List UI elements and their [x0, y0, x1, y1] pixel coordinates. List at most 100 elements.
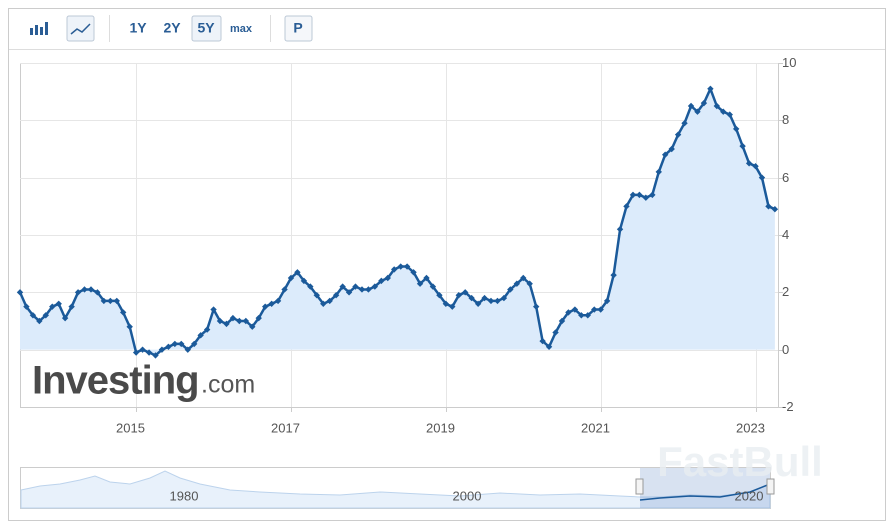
point — [494, 297, 501, 305]
point — [661, 151, 669, 158]
point — [81, 286, 88, 293]
x-tick-label: 2023 — [736, 420, 765, 435]
point — [771, 206, 779, 213]
point — [255, 314, 262, 322]
point — [55, 300, 62, 307]
point — [326, 297, 333, 305]
point — [532, 303, 540, 310]
y-tick-label: 8 — [782, 112, 789, 127]
line-chart-button[interactable] — [66, 15, 95, 42]
point — [752, 163, 759, 170]
point — [132, 349, 140, 356]
point — [526, 280, 533, 287]
bar-chart-icon[interactable] — [30, 22, 48, 35]
point — [320, 300, 327, 307]
point — [49, 303, 56, 310]
range-button[interactable]: 2Y — [163, 20, 181, 36]
point — [345, 289, 353, 296]
point — [152, 352, 159, 359]
point — [468, 294, 475, 302]
y-tick-label: 6 — [782, 170, 789, 185]
point — [707, 85, 714, 92]
point — [403, 263, 411, 270]
point — [545, 343, 553, 350]
point — [558, 317, 566, 325]
navigator-window-series — [639, 483, 771, 501]
point — [68, 303, 75, 310]
navigator-handle[interactable] — [635, 478, 644, 495]
selected-range-box — [191, 15, 222, 42]
point — [384, 274, 391, 282]
point — [281, 286, 288, 293]
x-tick-label: 2019 — [426, 420, 455, 435]
point — [229, 314, 237, 322]
point — [687, 102, 695, 110]
range-button[interactable]: 5Y — [197, 20, 215, 36]
point — [223, 320, 230, 328]
point — [565, 309, 572, 316]
point — [423, 274, 430, 282]
navigator-handle[interactable] — [766, 478, 775, 495]
point — [436, 292, 443, 299]
point — [720, 108, 727, 115]
navigator-window[interactable] — [640, 468, 770, 508]
x-tick-label: 2021 — [581, 420, 610, 435]
point — [732, 125, 740, 133]
y-tick-label: 4 — [782, 227, 789, 242]
point — [107, 297, 114, 305]
point — [449, 303, 456, 310]
point — [636, 191, 643, 199]
range-button[interactable]: max — [230, 23, 253, 35]
point — [203, 326, 211, 333]
point — [474, 300, 482, 307]
print-button[interactable]: P — [293, 20, 302, 36]
point — [597, 306, 604, 313]
point — [584, 312, 591, 319]
point — [100, 297, 108, 305]
point — [616, 226, 624, 233]
point — [294, 269, 301, 276]
point — [358, 286, 366, 293]
point — [487, 297, 495, 305]
point — [61, 314, 69, 322]
plot: 10 8 6 4 2 0 -2 2015 2017 2019 2021 2023 — [16, 55, 796, 435]
point — [87, 286, 95, 293]
point — [236, 317, 243, 325]
point — [191, 340, 198, 348]
navigator-series — [20, 470, 771, 509]
point — [461, 289, 469, 296]
watermark-suffix: .com — [201, 371, 255, 399]
point — [365, 286, 372, 293]
point — [416, 280, 424, 287]
point — [300, 277, 308, 285]
point — [513, 280, 521, 287]
point — [74, 289, 82, 296]
x-tick-label: 2017 — [271, 420, 300, 435]
point — [36, 317, 43, 325]
point — [171, 340, 179, 348]
point — [758, 174, 766, 181]
y-tick-label: 10 — [782, 55, 796, 70]
point — [674, 131, 682, 138]
point — [694, 108, 701, 115]
y-tick-label: 0 — [782, 342, 789, 357]
point — [713, 102, 721, 110]
range-button[interactable]: 1Y — [129, 20, 147, 36]
point — [629, 191, 637, 199]
point — [158, 346, 166, 353]
point — [397, 263, 404, 270]
point — [249, 323, 256, 330]
point — [455, 292, 462, 299]
point — [165, 343, 172, 350]
point — [178, 340, 185, 348]
point — [390, 266, 398, 273]
point — [655, 168, 662, 176]
point — [552, 329, 559, 336]
point — [378, 277, 385, 285]
point — [507, 286, 514, 293]
point — [307, 283, 314, 290]
point — [313, 292, 320, 299]
point — [481, 294, 488, 302]
point — [442, 300, 450, 307]
